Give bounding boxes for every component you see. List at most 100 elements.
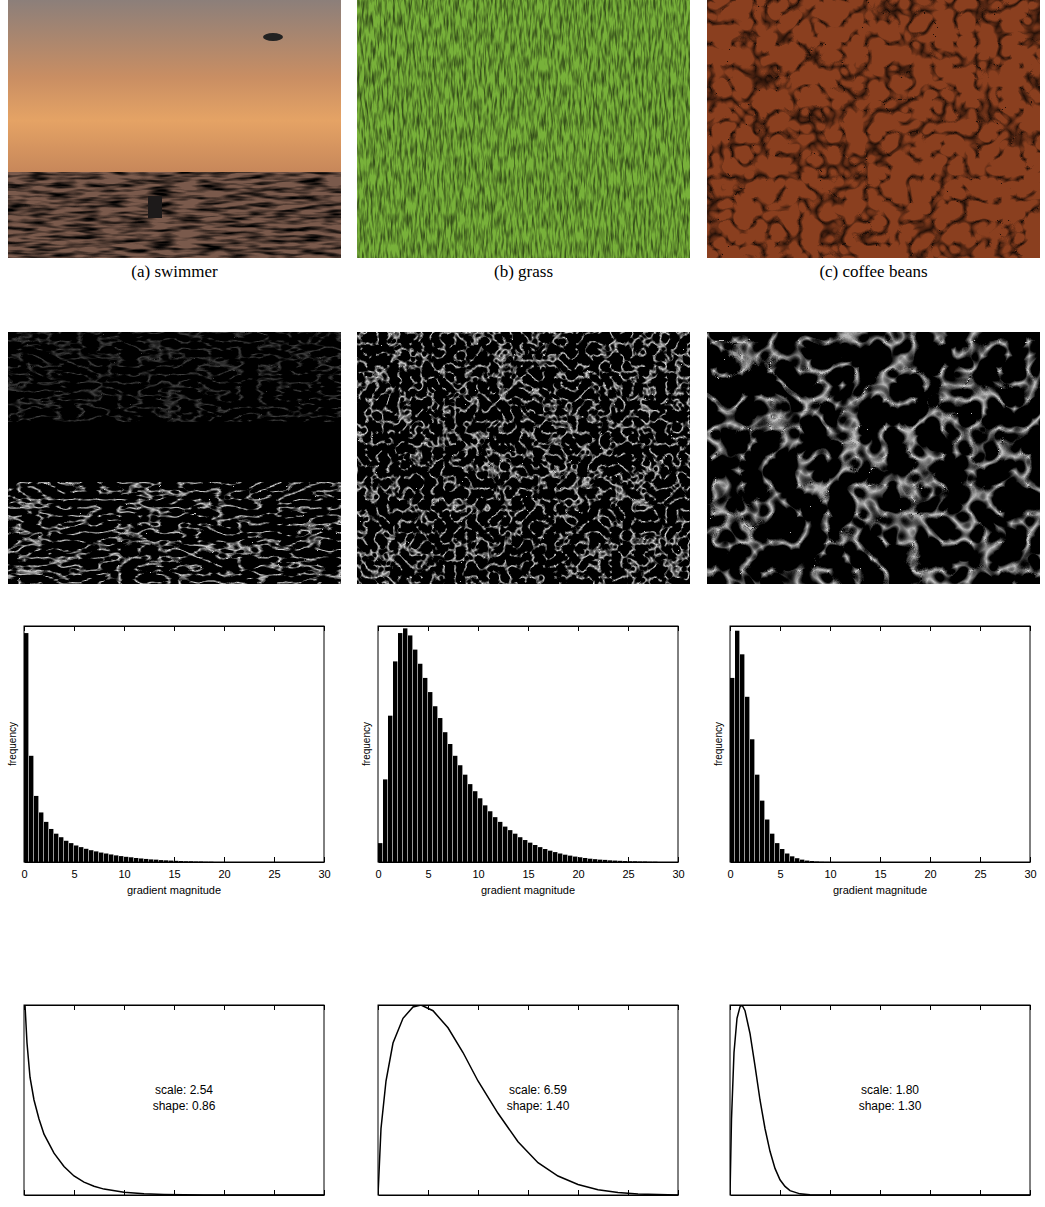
x-tick-mark xyxy=(24,1005,25,1010)
histogram-panel: 051015202530gradient magnitudefrequency xyxy=(7,626,331,896)
x-tick-label: 0 xyxy=(21,868,27,880)
x-tick-mark xyxy=(678,626,679,631)
bar xyxy=(740,654,744,862)
x-tick-mark xyxy=(930,626,931,631)
bar xyxy=(34,796,38,862)
bar xyxy=(74,845,78,862)
x-axis-top xyxy=(731,1005,1031,1010)
photo: (b) grass xyxy=(357,0,690,281)
plot-area xyxy=(25,1005,324,1195)
frame xyxy=(24,626,324,862)
x-tick xyxy=(678,1190,679,1195)
x-tick-top xyxy=(830,626,831,631)
bar xyxy=(453,756,457,862)
bar xyxy=(109,854,113,862)
x-tick xyxy=(324,1190,325,1195)
x-tick-label: 15 xyxy=(168,868,180,880)
x-tick-mark xyxy=(730,857,731,862)
x-tick: 30 xyxy=(1024,857,1036,880)
x-axis xyxy=(379,1190,679,1196)
bar xyxy=(393,661,397,862)
gradient-background xyxy=(8,332,341,584)
x-tick-label: 15 xyxy=(522,868,534,880)
x-tick-top xyxy=(378,1005,379,1010)
bar xyxy=(573,857,577,862)
x-tick-top xyxy=(1030,626,1031,631)
x-tick-label: 30 xyxy=(318,868,330,880)
x-tick-top xyxy=(428,626,429,631)
x-tick-mark xyxy=(1030,857,1031,862)
bar xyxy=(528,843,532,862)
x-tick-label: 30 xyxy=(672,868,684,880)
bar xyxy=(84,849,88,862)
x-tick-mark xyxy=(478,1005,479,1010)
x-tick-mark xyxy=(628,626,629,631)
x-tick: 10 xyxy=(472,857,484,880)
bar xyxy=(760,801,764,862)
x-tick-top xyxy=(1030,1005,1031,1010)
caption: (c) coffee beans xyxy=(819,262,927,281)
x-tick-top xyxy=(174,626,175,631)
photo-texture xyxy=(357,0,690,258)
bar xyxy=(139,858,143,862)
x-tick xyxy=(274,1190,275,1195)
x-tick-mark xyxy=(274,857,275,862)
fit-curve xyxy=(730,1005,1030,1195)
x-tick-top xyxy=(224,626,225,631)
fit-curve xyxy=(378,1005,678,1195)
bar xyxy=(129,857,133,862)
x-tick-mark xyxy=(124,626,125,631)
photo: (a) swimmer xyxy=(8,0,341,281)
x-tick-mark xyxy=(478,857,479,862)
x-axis: 051015202530 xyxy=(727,857,1036,880)
x-tick xyxy=(428,1190,429,1195)
x-tick-top xyxy=(74,1005,75,1010)
bar xyxy=(508,830,512,862)
x-tick-mark xyxy=(224,1005,225,1010)
bar xyxy=(765,820,769,862)
bar xyxy=(383,779,387,862)
bar xyxy=(423,678,427,862)
x-axis xyxy=(25,1190,325,1196)
x-tick: 10 xyxy=(118,857,130,880)
frame xyxy=(378,1005,678,1195)
x-tick-top xyxy=(730,1005,731,1010)
x-tick-label: 0 xyxy=(727,868,733,880)
x-axis-line xyxy=(25,1195,325,1196)
x-tick xyxy=(830,1190,831,1195)
bar xyxy=(388,716,392,862)
x-tick-mark xyxy=(174,857,175,862)
bar xyxy=(428,692,432,862)
x-tick-mark xyxy=(730,1005,731,1010)
x-tick-mark xyxy=(930,1005,931,1010)
x-tick-top xyxy=(980,626,981,631)
x-tick-top xyxy=(880,1005,881,1010)
x-tick-mark xyxy=(324,1005,325,1010)
plot-area xyxy=(24,633,213,862)
x-tick-mark xyxy=(578,1190,579,1195)
y-axis-title: frequency xyxy=(361,722,372,766)
x-tick: 20 xyxy=(218,857,230,880)
photo-grass xyxy=(357,0,690,258)
x-axis-top xyxy=(25,1005,325,1010)
x-tick-mark xyxy=(678,1005,679,1010)
x-tick-top xyxy=(428,1005,429,1010)
x-tick-mark xyxy=(174,626,175,631)
x-tick-mark xyxy=(324,1190,325,1195)
x-tick-mark xyxy=(174,1005,175,1010)
caption: (a) swimmer xyxy=(131,262,218,281)
x-tick-mark xyxy=(678,1190,679,1195)
x-tick: 25 xyxy=(268,857,280,880)
plot-area xyxy=(730,1005,1030,1195)
bar xyxy=(114,855,118,862)
x-tick-mark xyxy=(1030,1190,1031,1195)
bar xyxy=(568,856,572,862)
bar xyxy=(418,664,422,862)
x-tick-top xyxy=(274,1005,275,1010)
x-tick-mark xyxy=(224,1190,225,1195)
bar xyxy=(478,798,482,862)
bar xyxy=(89,850,93,862)
bar xyxy=(538,847,542,862)
bar xyxy=(54,834,58,862)
x-tick: 30 xyxy=(318,857,330,880)
